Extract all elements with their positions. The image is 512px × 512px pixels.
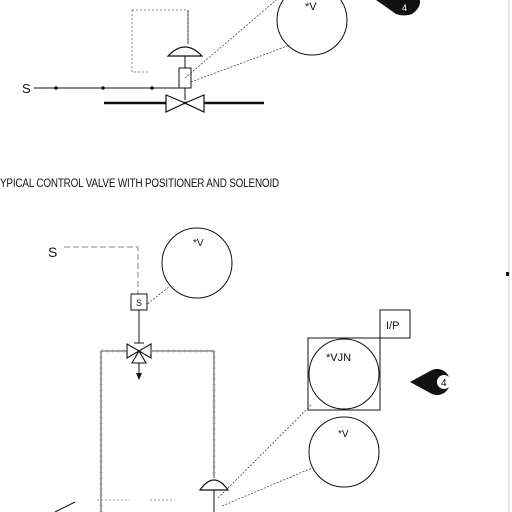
bottom-positioner-box xyxy=(307,337,381,411)
top-diagram: S *V 4 xyxy=(22,0,420,113)
bottom-callout-tag xyxy=(410,369,451,396)
top-callout-tag xyxy=(376,0,420,16)
top-bubble-label: *V xyxy=(305,1,317,13)
top-yoke-frame xyxy=(131,9,189,73)
bottom-callout-number: 4 xyxy=(441,378,447,389)
bottom-positioner-circle xyxy=(308,338,380,410)
bottom-actuator-diaphragm xyxy=(198,479,230,491)
bottom-ip-converter xyxy=(379,309,411,339)
top-signal-label: S xyxy=(22,81,31,96)
bottom-solenoid-valve xyxy=(126,343,152,364)
bottom-signal-line xyxy=(64,246,139,294)
bottom-solenoid-label: S xyxy=(136,298,142,308)
bottom-positioner-label: *VJN xyxy=(326,352,351,364)
bottom-upper-bubble-label: *V xyxy=(193,238,204,249)
top-callout-number: 4 xyxy=(402,3,407,13)
bottom-diagram: S *V S I/P *VJN *V xyxy=(48,227,451,512)
top-valve-body xyxy=(165,94,205,113)
bottom-air-tubing xyxy=(100,350,215,512)
bottom-upper-bubble xyxy=(161,227,233,299)
top-instrument-bubble xyxy=(276,0,348,56)
bottom-signal-label: S xyxy=(48,244,57,260)
diagram-caption: YPICAL CONTROL VALVE WITH POSITIONER AND… xyxy=(0,178,279,190)
bottom-lower-bubble-label: *V xyxy=(338,429,349,440)
top-actuator-diaphragm xyxy=(166,46,204,57)
bottom-lower-bubble xyxy=(308,416,380,488)
bottom-converter-label: I/P xyxy=(386,320,399,332)
